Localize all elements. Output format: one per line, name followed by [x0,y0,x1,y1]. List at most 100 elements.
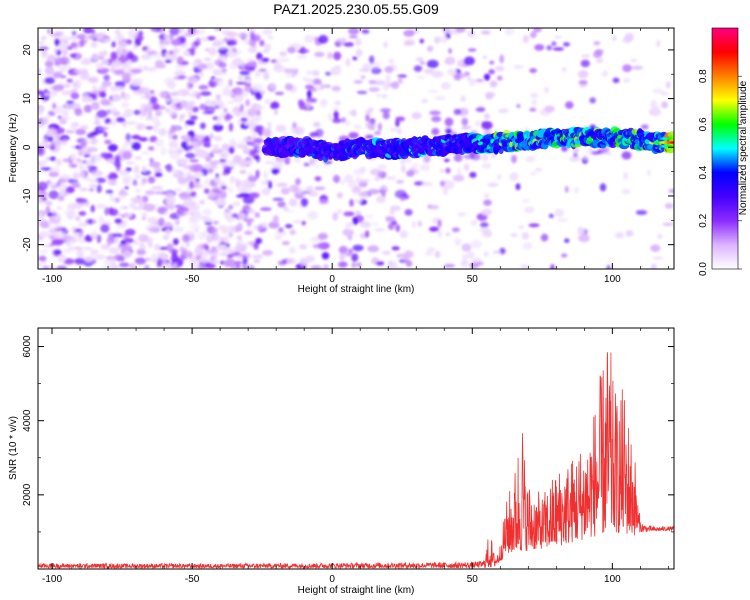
spectrogram-frame [37,27,675,270]
spectrogram-noise-cell [70,153,76,160]
spectrogram-noise-cell [170,39,183,46]
spectrogram-noise-cell [314,176,322,182]
spectrogram-noise-cell [38,219,47,227]
spectrogram-noise-cell [189,115,198,121]
spectrogram-noise-cell [467,48,477,52]
spectrogram-noise-cell [228,79,233,87]
snr-x-tick-label: 0 [329,574,335,585]
spectrogram-noise-cell [38,181,49,191]
spectrogram-noise-cell [390,127,398,133]
spectrogram-noise-cell [353,199,363,203]
spectrogram-noise-cell [195,92,201,100]
spectrogram-noise-cell [244,231,253,235]
spectrogram-noise-cell [205,48,210,52]
spectrogram-noise-cell [235,241,242,249]
spectrogram-noise-cell [172,134,178,140]
spectrogram-noise-cell [374,176,381,182]
spectrogram-signal-layer [261,126,674,163]
spectrogram-noise-cell [147,216,157,224]
spectrogram-noise-cell [153,124,159,133]
spectrogram-noise-cell [176,158,189,165]
spectrogram-noise-cell [71,30,77,37]
spectrogram-signal-edge-cell [664,145,667,148]
spectrogram-noise-cell [52,84,64,92]
spectrogram-noise-cell [83,150,92,154]
spectrogram-signal-edge-cell [669,141,673,144]
spectrogram-noise-cell [74,232,80,237]
spectrogram-noise-cell [454,238,462,246]
spectrogram-noise-cell [546,45,552,51]
spectrogram-noise-cell [190,191,197,198]
spectrogram-noise-cell [651,263,657,269]
spectrogram-noise-cell [288,184,300,193]
spectrogram-noise-cell [431,127,440,136]
spectrogram-noise-cell [72,81,79,88]
spectrogram-noise-cell [351,109,357,117]
spectrogram-noise-cell [169,28,180,36]
spectrogram-noise-cell [461,243,472,252]
spectrogram-noise-cell [151,253,157,261]
spectrogram-noise-cell [263,170,268,179]
spectrogram-noise-cell [100,98,111,106]
spectrogram-noise-cell [231,110,238,115]
spectrogram-noise-cell [143,106,154,113]
spectrogram-noise-cell [38,212,43,217]
spectrogram-noise-cell [194,148,200,154]
spectrogram-noise-cell [463,163,470,172]
spectrogram-noise-cell [395,116,406,122]
snr-ticks: -100 -50 0 50 100 2000 4000 6000 [22,328,674,585]
spectrogram-noise-cell [60,186,65,196]
spectrogram-noise-cell [126,39,133,45]
spectrogram-noise-cell [332,212,339,221]
spectrogram-noise-cell [262,29,273,35]
spectrogram-noise-cell [312,122,321,127]
spectrogram-signal-edge-cell [668,137,671,140]
spectrogram-noise-cell [437,219,442,228]
spectrogram-noise-cell [140,170,152,176]
spectrogram-noise-cell [515,183,521,191]
spectrogram-noise-cell [80,59,92,66]
spectrogram-noise-cell [244,85,253,93]
spectrogram-y-tick-label: 10 [22,93,33,105]
spectrogram-noise-cell [443,158,450,162]
spectrogram-noise-cell [656,39,661,48]
spectrogram-noise-cell [239,103,244,113]
spectrogram-noise-cell [62,110,69,116]
spectrogram-noise-cell [352,244,364,252]
spectrogram-noise-cell [652,88,664,94]
spectrogram-noise-cell [117,169,130,176]
spectrogram-noise-cell [580,54,591,58]
spectrogram-noise-cell [630,58,637,62]
spectrogram-noise-cell [307,89,312,99]
spectrogram-noise-cell [355,49,363,57]
spectrogram-noise-cell [149,157,154,163]
spectrogram-noise-cell [284,156,291,165]
spectrogram-noise-cell [261,57,270,63]
spectrogram-noise-cell [427,89,439,94]
spectrogram-noise-cell [495,66,505,72]
spectrogram-noise-cell [625,230,634,237]
spectrogram-noise-cell [299,244,307,250]
spectrogram-noise-cell [252,254,263,259]
spectrogram-noise-cell [455,28,466,33]
spectrogram-noise-cell [224,258,236,267]
spectrogram-noise-cell [121,175,133,183]
spectrogram-signal-edge-cell [667,145,670,148]
spectrogram-noise-cell [213,235,224,243]
spectrogram-noise-cell [612,35,617,41]
spectrogram-noise-cell [270,101,280,110]
spectrogram-noise-cell [46,127,58,136]
spectrogram-noise-cell [203,137,209,142]
spectrogram-noise-cell [368,80,377,85]
spectrogram-noise-cell [126,161,135,165]
spectrogram-noise-cell [403,38,416,46]
spectrogram-noise-cell [104,206,109,216]
spectrogram-noise-cell [102,220,111,225]
spectrogram-noise-cell [166,163,173,173]
spectrogram-noise-cell [146,66,157,72]
spectrogram-noise-cell [38,41,45,45]
spectrogram-y-tick-label: -10 [22,188,33,203]
spectrogram-signal-edge-cell [672,141,674,144]
spectrogram-noise-cell [261,221,268,228]
